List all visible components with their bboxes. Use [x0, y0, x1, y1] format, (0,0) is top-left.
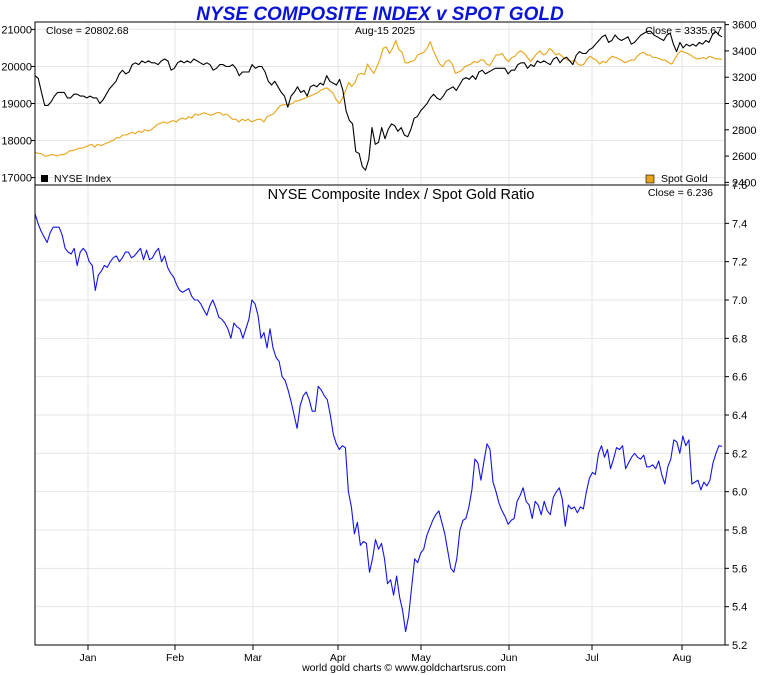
- x-tick-label: Aug: [673, 652, 692, 664]
- nyse-index-line: [34, 30, 723, 171]
- right-tick-label: 3200: [732, 72, 756, 84]
- x-tick-label: May: [411, 652, 432, 664]
- ratio-tick-label: 6.2: [732, 448, 747, 460]
- gold-close-label: Close = 3335.67: [645, 25, 722, 37]
- x-tick-label: Jun: [501, 652, 518, 664]
- ratio-tick-label: 7.2: [732, 257, 747, 269]
- ratio-panel-title: NYSE Composite Index / Spot Gold Ratio: [268, 187, 535, 203]
- ratio-tick-label: 6.0: [732, 487, 747, 499]
- ratio-tick-label: 7.0: [732, 295, 747, 307]
- gold-legend-label: Spot Gold: [661, 173, 708, 185]
- top-panel-series: [34, 30, 723, 171]
- ratio-tick-label: 6.6: [732, 372, 747, 384]
- ratio-tick-label: 5.2: [732, 640, 747, 652]
- bottom-panel-series: [34, 213, 723, 633]
- x-tick-label: Mar: [244, 652, 263, 664]
- left-tick-label: 20000: [1, 61, 32, 73]
- ratio-tick-label: 5.6: [732, 563, 747, 575]
- left-tick-label: 17000: [1, 173, 32, 185]
- x-tick-label: Feb: [166, 652, 184, 664]
- x-tick-label: Jul: [585, 652, 598, 664]
- right-tick-label: 3400: [732, 46, 756, 58]
- footer-credit: world gold charts © www.goldchartsrus.co…: [301, 662, 506, 674]
- bottom-panel-ticks: 5.2 5.4 5.6 5.8 6.0 6.2 6.4 6.6 6.8 7.0 7.2 7.4 7.6: [725, 180, 747, 652]
- ratio-tick-label: 7.6: [732, 180, 747, 192]
- nyse-legend-label: NYSE Index: [54, 173, 112, 185]
- chart-title: NYSE COMPOSITE INDEX v SPOT GOLD: [196, 4, 564, 25]
- spot-gold-line: [34, 39, 723, 157]
- ratio-tick-label: 6.4: [732, 410, 747, 422]
- ratio-tick-label: 5.4: [732, 602, 747, 614]
- right-tick-label: 3600: [732, 20, 756, 32]
- ratio-tick-label: 6.8: [732, 333, 747, 345]
- date-label: Aug-15 2025: [355, 25, 415, 37]
- right-tick-label: 2800: [732, 125, 756, 137]
- ratio-close-label: Close = 6.236: [648, 187, 713, 199]
- x-tick-label: Apr: [330, 652, 347, 664]
- gold-legend-swatch: [645, 174, 655, 184]
- left-tick-label: 21000: [1, 24, 32, 36]
- top-panel-ticks: 17000 18000 19000 20000 21000 2400 2600 2800 300…: [1, 20, 756, 190]
- nyse-legend-swatch: [41, 175, 48, 182]
- left-tick-label: 19000: [1, 99, 32, 111]
- right-tick-label: 2400: [732, 177, 756, 189]
- x-tick-label: Jan: [80, 652, 97, 664]
- x-axis-ticks: Jan Feb Mar Apr May Jun Jul Aug: [80, 645, 692, 664]
- nyse-close-label: Close = 20802.68: [46, 25, 129, 37]
- right-tick-label: 2600: [732, 151, 756, 163]
- ratio-tick-label: 5.8: [732, 525, 747, 537]
- top-panel-grid: [35, 22, 725, 185]
- ratio-line: [34, 213, 723, 633]
- left-tick-label: 18000: [1, 136, 32, 148]
- right-tick-label: 3000: [732, 99, 756, 111]
- bottom-panel-grid: [35, 184, 725, 646]
- ratio-tick-label: 7.4: [732, 218, 747, 230]
